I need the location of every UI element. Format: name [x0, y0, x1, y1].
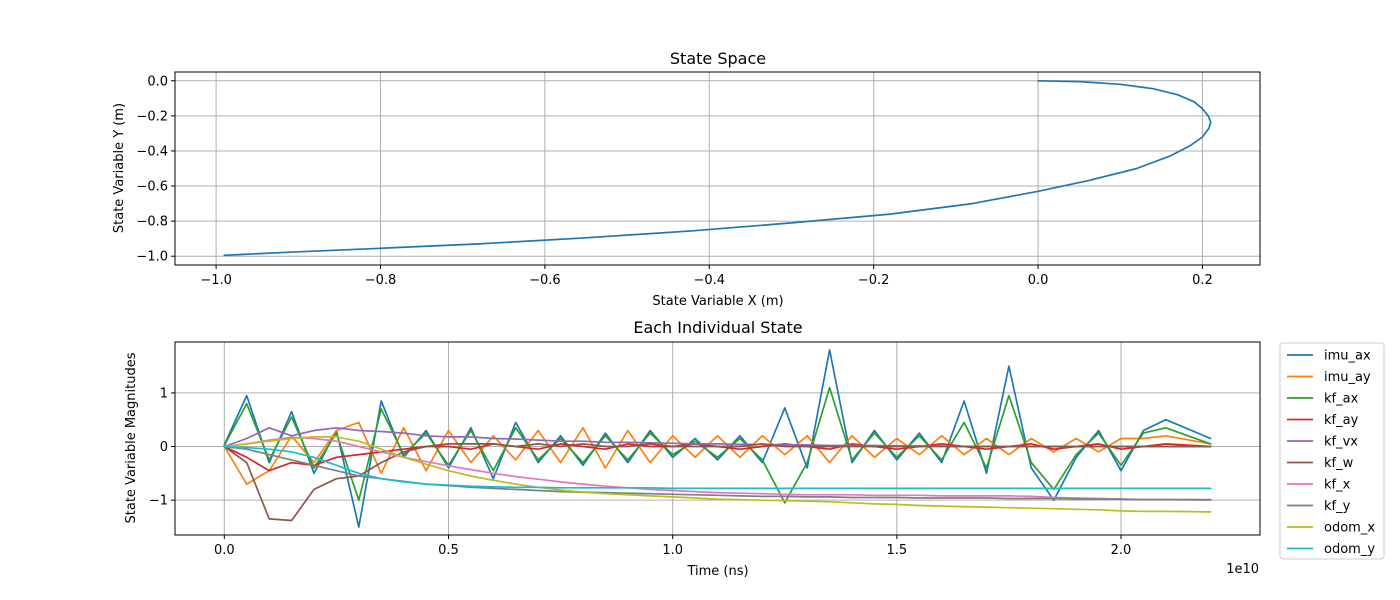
- state-space-plot: State Space −1.0 −0.8 −0.6 −0.4 −0.2 0.0 0.2 0…: [112, 49, 1261, 309]
- individual-states-x-axis-label: Time (ns): [686, 564, 748, 579]
- state-space-grid: [175, 72, 1260, 265]
- y-tick-label: −1: [149, 494, 168, 509]
- series-line-kf-w: [223, 443, 1212, 522]
- individual-states-y-axis-label: State Variable Magnitudes: [124, 352, 139, 523]
- series-line-odom-x: [223, 436, 1212, 513]
- x-tick-label: 0.5: [438, 543, 459, 558]
- legend-label-imu-ax: imu_ax: [1324, 349, 1371, 364]
- legend-label-kf-y: kf_y: [1324, 499, 1351, 514]
- individual-states-y-ticks: 1 0 −1: [149, 386, 175, 509]
- x-tick-label: 1.5: [886, 543, 907, 558]
- legend-items: imu_ax imu_ay kf_ax kf_ay kf_vx kf_w kf_x kf_yo…: [1287, 349, 1375, 557]
- series-line-odom-y: [223, 445, 1212, 490]
- legend-label-kf-ax: kf_ax: [1324, 392, 1359, 407]
- x-tick-label: −0.2: [858, 273, 890, 288]
- legend-label-kf-w: kf_w: [1324, 456, 1354, 471]
- legend-label-odom-y: odom_y: [1324, 542, 1375, 557]
- individual-states-title: Each Individual State: [633, 318, 802, 337]
- legend-label-imu-ay: imu_ay: [1324, 370, 1371, 385]
- state-space-y-axis-label: State Variable Y (m): [112, 103, 127, 233]
- y-tick-label: 0.0: [147, 74, 168, 89]
- state-space-axes-frame: [174, 71, 1261, 266]
- y-tick-label: −0.8: [136, 215, 168, 230]
- legend-label-odom-x: odom_x: [1324, 521, 1375, 536]
- x-tick-label: −0.8: [365, 273, 397, 288]
- series-line-kf-ax: [223, 386, 1212, 504]
- y-tick-label: −0.6: [136, 180, 168, 195]
- state-space-x-ticks: −1.0 −0.8 −0.6 −0.4 −0.2 0.0 0.2: [200, 265, 1213, 288]
- x-tick-label: 0.0: [214, 543, 235, 558]
- individual-states-axes-frame: [174, 341, 1261, 536]
- x-tick-label: 0.0: [1028, 273, 1049, 288]
- legend-label-kf-ay: kf_ay: [1324, 413, 1359, 428]
- y-tick-label: −0.2: [136, 109, 168, 124]
- x-tick-label: −0.4: [693, 273, 725, 288]
- individual-states-series: [223, 349, 1212, 528]
- y-tick-label: 1: [160, 386, 168, 401]
- state-space-trajectory: [223, 79, 1212, 257]
- trajectory-line: [223, 79, 1212, 257]
- y-tick-label: −0.4: [136, 144, 168, 159]
- x-tick-label: 0.2: [1192, 273, 1213, 288]
- legend-label-kf-x: kf_x: [1324, 478, 1351, 493]
- state-space-y-ticks: 0.0 −0.2 −0.4 −0.6 −0.8 −1.0: [136, 74, 175, 265]
- x-axis-offset-label: 1e10: [1226, 562, 1259, 577]
- x-tick-label: 1.0: [662, 543, 683, 558]
- individual-states-plot: Each Individual State 0.0 0.5 1.0 1.5 2.0 1 0…: [124, 318, 1261, 579]
- x-tick-label: 2.0: [1111, 543, 1132, 558]
- x-tick-label: −1.0: [200, 273, 232, 288]
- individual-states-x-ticks: 0.0 0.5 1.0 1.5 2.0: [214, 535, 1131, 558]
- legend-label-kf-vx: kf_vx: [1324, 435, 1358, 450]
- state-space-title: State Space: [670, 49, 766, 68]
- x-tick-label: −0.6: [529, 273, 561, 288]
- legend: imu_ax imu_ay kf_ax kf_ay kf_vx kf_w kf_x kf_yo…: [1279, 342, 1385, 560]
- state-space-x-axis-label: State Variable X (m): [652, 294, 783, 309]
- y-tick-label: −1.0: [136, 250, 168, 265]
- series-line-kf-x: [223, 436, 1212, 502]
- y-tick-label: 0: [160, 440, 168, 455]
